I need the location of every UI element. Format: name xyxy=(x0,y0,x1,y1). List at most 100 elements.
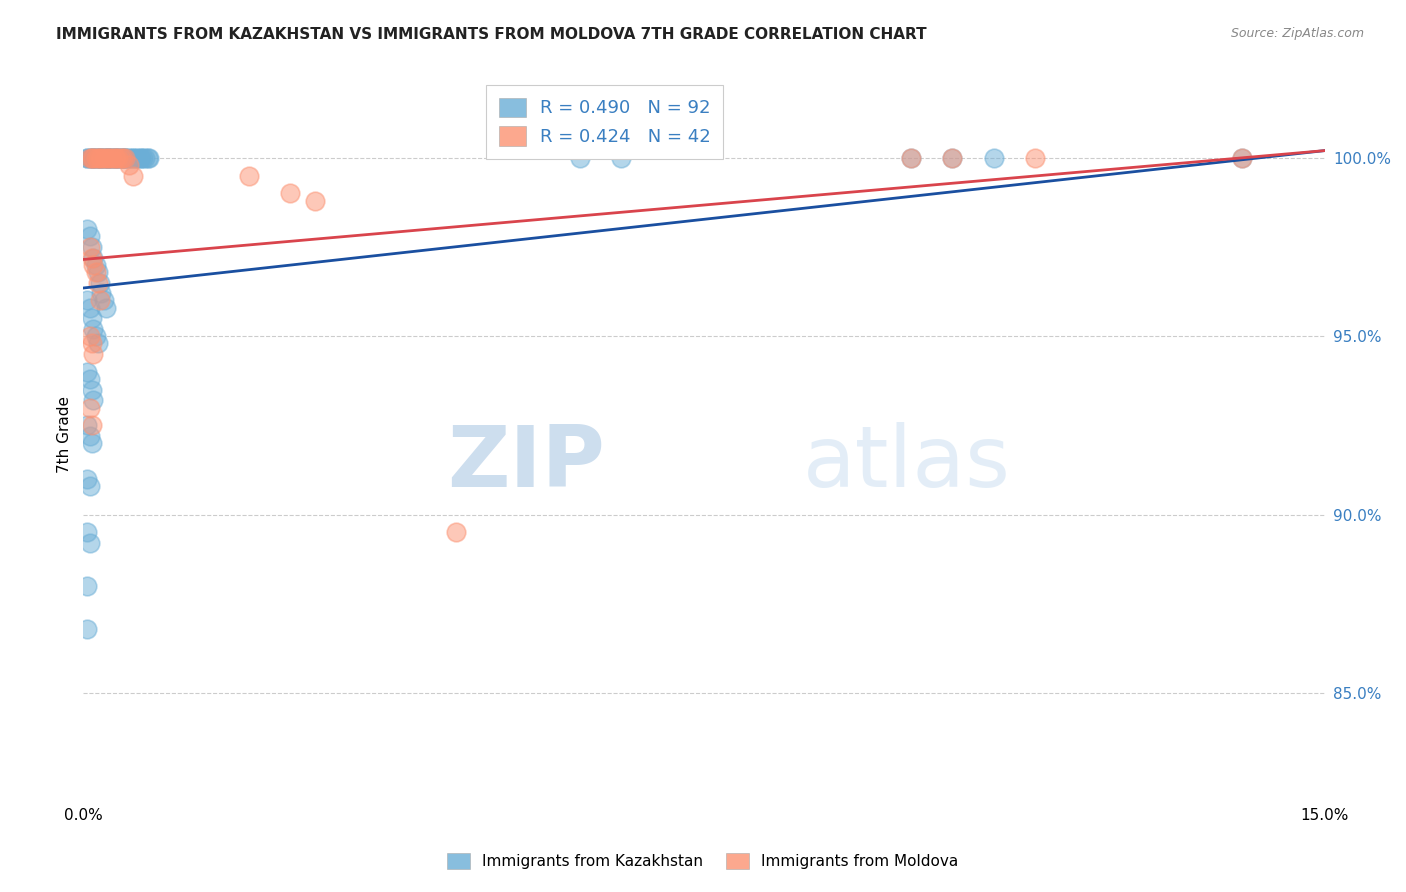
Point xyxy=(82,393,104,408)
Point xyxy=(107,151,129,165)
Point xyxy=(107,151,129,165)
Point xyxy=(79,401,101,415)
Point xyxy=(80,240,103,254)
Point xyxy=(900,151,922,165)
Point xyxy=(111,151,134,165)
Point xyxy=(101,151,124,165)
Point xyxy=(93,151,115,165)
Point xyxy=(568,151,591,165)
Point xyxy=(114,151,136,165)
Point xyxy=(76,293,98,308)
Point xyxy=(114,151,136,165)
Point xyxy=(87,151,110,165)
Point xyxy=(76,151,98,165)
Point xyxy=(76,222,98,236)
Point xyxy=(84,151,107,165)
Point xyxy=(79,229,101,244)
Point xyxy=(124,151,146,165)
Point xyxy=(97,151,120,165)
Point xyxy=(89,151,111,165)
Point xyxy=(111,151,134,165)
Point xyxy=(134,151,156,165)
Point xyxy=(104,151,127,165)
Point xyxy=(129,151,152,165)
Point xyxy=(90,286,112,301)
Point xyxy=(125,151,148,165)
Point xyxy=(89,293,111,308)
Point xyxy=(97,151,120,165)
Point xyxy=(79,151,101,165)
Point xyxy=(87,265,110,279)
Point xyxy=(80,418,103,433)
Text: ZIP: ZIP xyxy=(447,422,605,505)
Point xyxy=(76,418,98,433)
Point xyxy=(120,151,142,165)
Point xyxy=(101,151,124,165)
Point xyxy=(82,151,104,165)
Point xyxy=(80,151,103,165)
Point xyxy=(80,336,103,351)
Point xyxy=(444,525,467,540)
Point xyxy=(105,151,128,165)
Point xyxy=(82,251,104,265)
Point xyxy=(84,151,107,165)
Point xyxy=(118,158,141,172)
Point xyxy=(76,151,98,165)
Point xyxy=(118,151,141,165)
Point xyxy=(104,151,127,165)
Point xyxy=(79,372,101,386)
Text: IMMIGRANTS FROM KAZAKHSTAN VS IMMIGRANTS FROM MOLDOVA 7TH GRADE CORRELATION CHAR: IMMIGRANTS FROM KAZAKHSTAN VS IMMIGRANTS… xyxy=(56,27,927,42)
Point xyxy=(138,151,160,165)
Point xyxy=(79,329,101,343)
Point xyxy=(89,151,111,165)
Point xyxy=(132,151,155,165)
Point xyxy=(89,151,111,165)
Point xyxy=(76,472,98,486)
Point xyxy=(1230,151,1253,165)
Point xyxy=(84,265,107,279)
Point xyxy=(941,151,963,165)
Point xyxy=(84,258,107,272)
Point xyxy=(122,151,145,165)
Point xyxy=(104,151,127,165)
Point xyxy=(983,151,1005,165)
Point xyxy=(87,276,110,290)
Point xyxy=(110,151,132,165)
Point xyxy=(941,151,963,165)
Point xyxy=(1024,151,1046,165)
Point xyxy=(82,151,104,165)
Point xyxy=(98,151,121,165)
Point xyxy=(87,151,110,165)
Point xyxy=(76,525,98,540)
Point xyxy=(89,276,111,290)
Point xyxy=(93,151,115,165)
Point xyxy=(79,151,101,165)
Point xyxy=(79,536,101,550)
Point xyxy=(114,151,136,165)
Point xyxy=(96,151,118,165)
Point xyxy=(79,429,101,443)
Point xyxy=(87,336,110,351)
Legend: R = 0.490   N = 92, R = 0.424   N = 42: R = 0.490 N = 92, R = 0.424 N = 42 xyxy=(486,85,724,159)
Point xyxy=(80,151,103,165)
Point xyxy=(111,151,134,165)
Point xyxy=(1230,151,1253,165)
Point xyxy=(82,322,104,336)
Point xyxy=(278,186,301,201)
Point xyxy=(105,151,128,165)
Point xyxy=(238,169,260,183)
Y-axis label: 7th Grade: 7th Grade xyxy=(58,396,72,473)
Point xyxy=(110,151,132,165)
Text: atlas: atlas xyxy=(803,422,1011,505)
Point xyxy=(76,622,98,636)
Point xyxy=(82,151,104,165)
Point xyxy=(76,579,98,593)
Point xyxy=(101,151,124,165)
Point xyxy=(90,151,112,165)
Point xyxy=(96,151,118,165)
Point xyxy=(90,151,112,165)
Point xyxy=(304,194,326,208)
Point xyxy=(610,151,633,165)
Point xyxy=(900,151,922,165)
Point xyxy=(96,301,118,315)
